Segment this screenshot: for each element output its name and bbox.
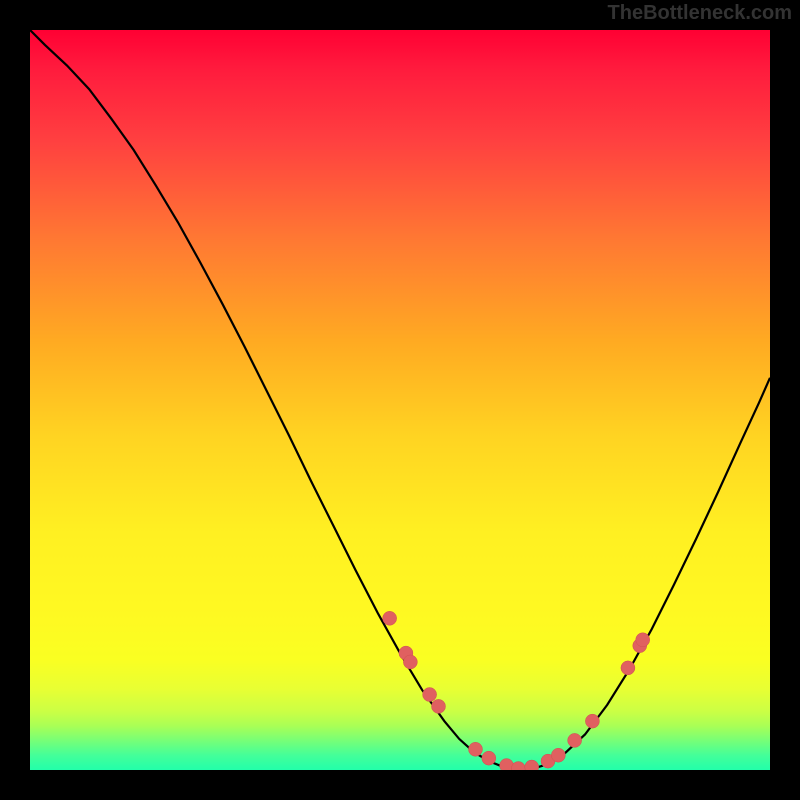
data-marker: [621, 661, 635, 675]
data-marker: [585, 714, 599, 728]
data-marker: [511, 762, 525, 770]
data-marker: [468, 742, 482, 756]
data-marker: [403, 655, 417, 669]
data-marker: [568, 733, 582, 747]
data-marker: [636, 633, 650, 647]
data-marker: [383, 611, 397, 625]
chart-svg: [30, 30, 770, 770]
watermark-text: TheBottleneck.com: [608, 2, 792, 25]
data-marker: [431, 699, 445, 713]
left-curve: [30, 30, 518, 770]
plot-area: [30, 30, 770, 770]
data-marker: [423, 688, 437, 702]
data-marker: [482, 751, 496, 765]
data-marker: [525, 760, 539, 770]
data-marker: [551, 748, 565, 762]
right-curve: [518, 378, 770, 770]
